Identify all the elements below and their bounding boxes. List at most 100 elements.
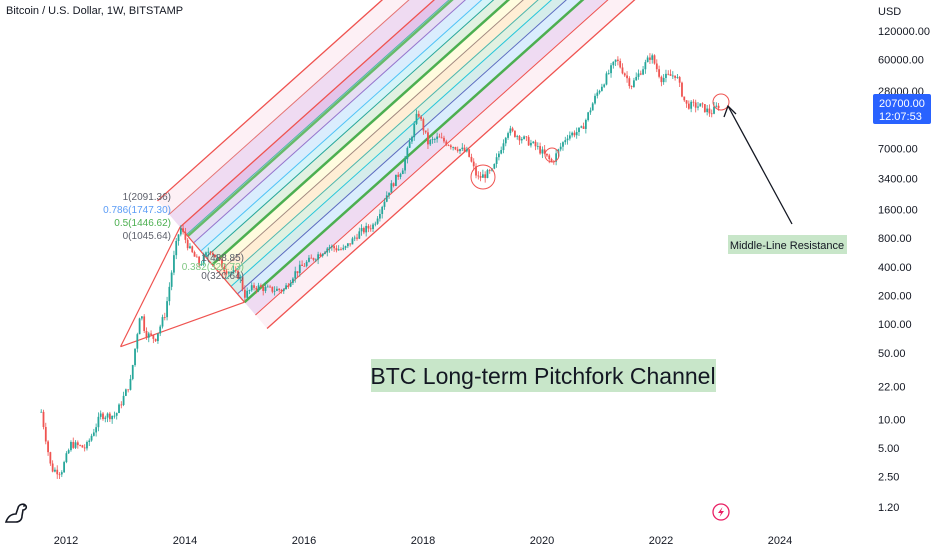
candle-body xyxy=(346,243,349,247)
lightning-icon[interactable] xyxy=(712,503,730,521)
candle-body xyxy=(276,288,278,291)
fib-label-lower: 1(488.85) xyxy=(201,253,244,264)
candle-body xyxy=(301,264,303,266)
candle-body xyxy=(86,442,88,449)
candle-body xyxy=(468,149,471,157)
candle-body xyxy=(232,270,235,273)
callout-label-box[interactable]: Middle-Line Resistance xyxy=(728,235,847,254)
y-tick-label: 10.00 xyxy=(878,414,906,426)
candle-body xyxy=(198,256,201,265)
candle-body xyxy=(76,442,79,446)
candle-body xyxy=(578,127,580,133)
candle-body xyxy=(308,257,310,262)
callout-label: Middle-Line Resistance xyxy=(730,240,844,252)
time-axis-bg[interactable] xyxy=(0,530,932,550)
price-axis-bg[interactable] xyxy=(872,0,932,530)
candle-body xyxy=(440,137,443,139)
candle-body xyxy=(379,213,381,219)
candle-body xyxy=(269,286,271,288)
x-tick-label: 2024 xyxy=(768,535,792,547)
candle-body xyxy=(591,103,594,111)
candle-body xyxy=(649,57,651,60)
candle-body xyxy=(562,142,564,147)
candle-body xyxy=(296,271,299,274)
candle-body xyxy=(60,472,63,475)
candle-body xyxy=(122,395,125,405)
candle-body xyxy=(454,147,457,150)
candle-body xyxy=(644,62,647,70)
candle-body xyxy=(113,415,116,417)
fib-label-upper: 0.786(1747.30) xyxy=(103,205,171,216)
candle-body xyxy=(575,132,578,136)
candle-body xyxy=(127,389,130,391)
candle-body xyxy=(550,159,553,162)
candle-body xyxy=(701,103,704,105)
candle-body xyxy=(697,106,699,108)
candle-body xyxy=(54,469,56,472)
candle-body xyxy=(143,316,146,332)
candle-body xyxy=(260,285,262,287)
candle-body xyxy=(413,123,416,138)
candle-body xyxy=(319,254,322,256)
channel-title-box[interactable]: BTC Long-term Pitchfork Channel xyxy=(370,359,716,392)
candle-body xyxy=(713,106,715,114)
candle-body xyxy=(202,255,205,265)
candle-body xyxy=(486,170,489,178)
y-tick-label: 3400.00 xyxy=(878,173,918,185)
candle-body xyxy=(243,289,246,298)
candle-body xyxy=(131,365,134,379)
candle-body xyxy=(411,137,413,142)
candle-body xyxy=(166,301,168,318)
candle-body xyxy=(141,316,143,319)
candle-body xyxy=(596,92,599,96)
x-tick-label: 2014 xyxy=(173,535,197,547)
candle-body xyxy=(651,55,654,60)
candle-body xyxy=(136,334,139,349)
candle-body xyxy=(129,378,132,390)
candle-body xyxy=(587,112,590,120)
candle-body xyxy=(150,333,152,335)
candle-body xyxy=(628,78,631,87)
candle-body xyxy=(42,411,45,427)
candle-body xyxy=(90,435,93,441)
candle-body xyxy=(523,136,525,139)
candle-body xyxy=(159,326,162,334)
candle-body xyxy=(424,130,427,133)
pitchfork-band xyxy=(180,0,449,235)
candle-body xyxy=(120,404,123,406)
candle-body xyxy=(237,270,239,279)
highlight-circle xyxy=(470,164,496,190)
candle-body xyxy=(58,474,61,476)
candle-body xyxy=(559,146,562,150)
candle-body xyxy=(207,251,210,253)
candle-body xyxy=(715,105,718,107)
pivot-leg xyxy=(179,226,245,303)
candle-body xyxy=(51,463,54,472)
candle-body xyxy=(44,426,47,442)
candle-body xyxy=(118,404,120,414)
candle-body xyxy=(584,119,587,129)
candle-body xyxy=(367,225,370,229)
candle-body xyxy=(427,132,429,145)
candle-body xyxy=(273,290,276,292)
candle-body xyxy=(539,146,541,154)
pitchfork-line xyxy=(193,0,466,244)
candle-body xyxy=(239,277,242,279)
candle-body xyxy=(665,73,667,78)
candle-body xyxy=(676,77,679,78)
candle-body xyxy=(461,147,464,150)
candle-body xyxy=(475,166,477,176)
y-tick-label: 50.00 xyxy=(878,348,906,360)
candle-body xyxy=(314,259,317,261)
y-tick-label: 7000.00 xyxy=(878,143,918,155)
pitchfork-line xyxy=(157,0,384,202)
y-tick-label: 22.00 xyxy=(878,382,906,394)
candle-body xyxy=(145,331,148,338)
candle-body xyxy=(317,254,320,260)
chart-title: Bitcoin / U.S. Dollar, 1W, BITSTAMP xyxy=(6,5,183,17)
candle-body xyxy=(56,469,59,475)
candle-body xyxy=(401,170,404,175)
candle-body xyxy=(388,192,390,196)
candle-body xyxy=(170,272,173,287)
